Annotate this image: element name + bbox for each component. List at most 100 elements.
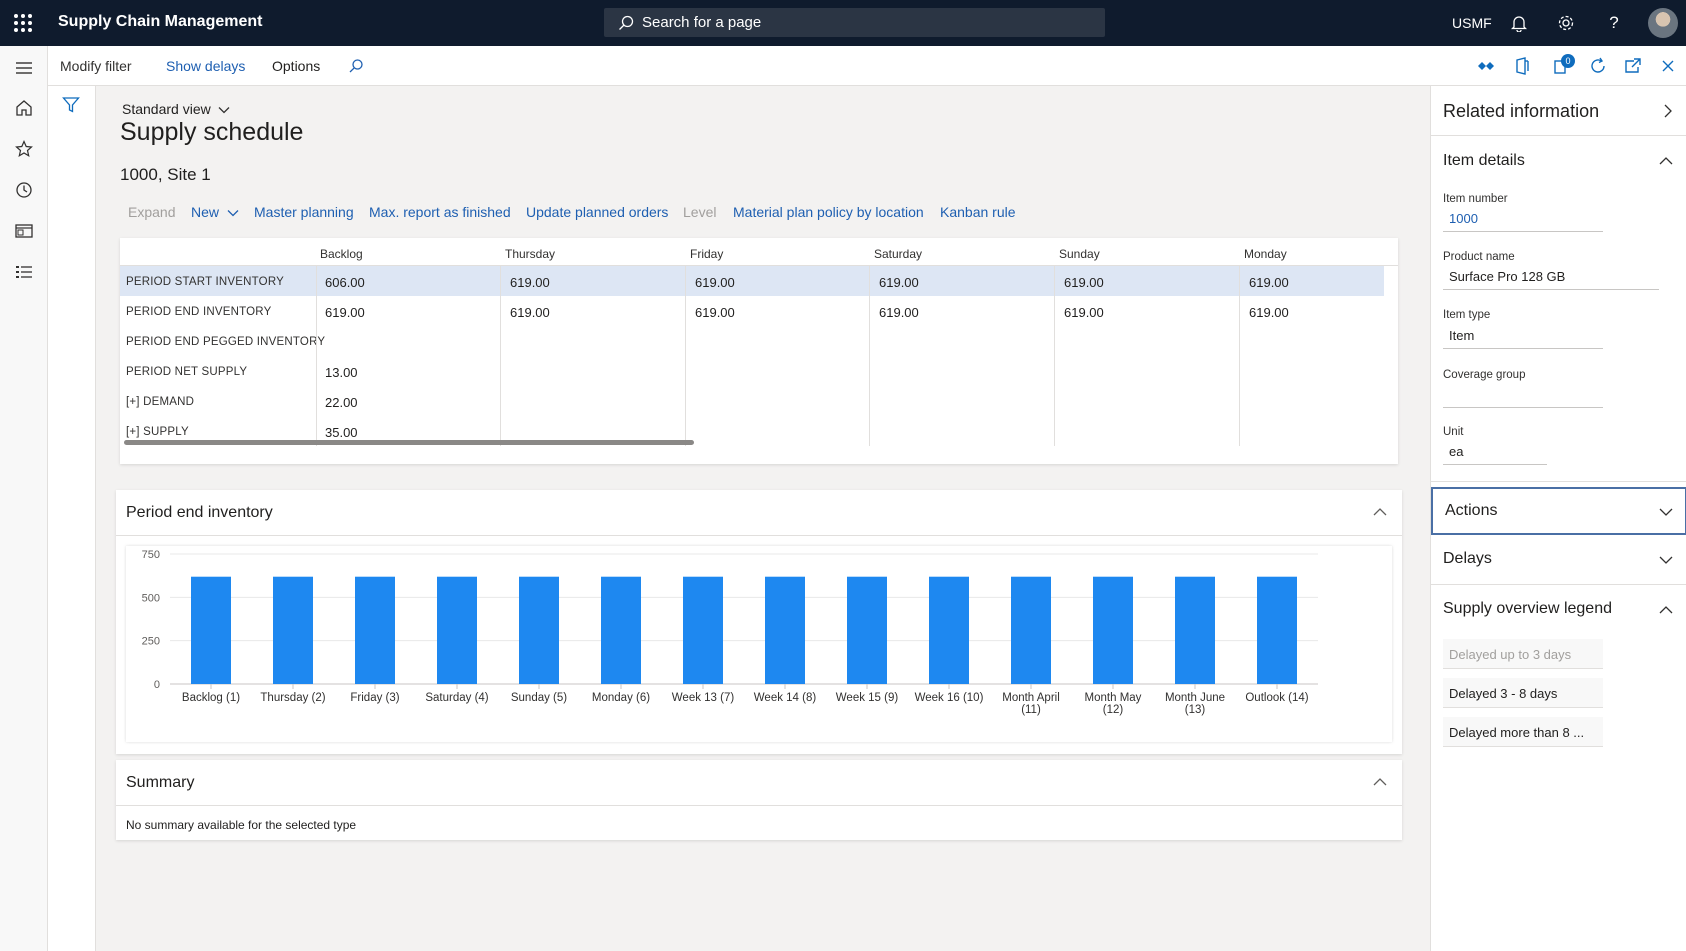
- column-header-friday[interactable]: Friday: [690, 247, 724, 261]
- chevron-up-icon[interactable]: [1659, 156, 1673, 166]
- bar: [191, 576, 231, 684]
- item-number-label: Item number: [1443, 193, 1508, 205]
- table-cell[interactable]: 619.00: [1064, 275, 1104, 290]
- update-planned-orders-button[interactable]: Update planned orders: [526, 204, 669, 220]
- item-number-link[interactable]: 1000: [1443, 206, 1603, 232]
- chevron-right-icon[interactable]: [1663, 104, 1673, 118]
- app-name[interactable]: Supply Chain Management: [58, 13, 263, 30]
- top-navigation-bar: Supply Chain Management Search for a pag…: [0, 0, 1686, 46]
- show-delays-button[interactable]: Show delays: [166, 58, 246, 74]
- close-icon[interactable]: [1658, 56, 1678, 76]
- x-tick-label: Friday (3): [350, 692, 399, 704]
- power-apps-icon[interactable]: [1476, 56, 1496, 76]
- main-content: Standard view Supply schedule 1000, Site…: [96, 86, 1430, 951]
- company-selector[interactable]: USMF: [1452, 15, 1492, 31]
- material-plan-policy-button[interactable]: Material plan policy by location: [733, 204, 924, 220]
- filter-pane-toggle: [48, 86, 96, 951]
- table-cell[interactable]: 619.00: [510, 275, 550, 290]
- panel-header[interactable]: Period end inventory: [116, 490, 1402, 536]
- open-in-new-window-icon[interactable]: [1623, 56, 1643, 76]
- column-divider: [500, 266, 501, 446]
- table-cell[interactable]: 13.00: [325, 365, 358, 380]
- table-cell[interactable]: 619.00: [510, 305, 550, 320]
- table-row[interactable]: PERIOD END INVENTORY 619.00 619.00 619.00 61…: [120, 296, 1384, 326]
- legend-title[interactable]: Supply overview legend: [1443, 600, 1612, 617]
- x-tick-label: Thursday (2): [260, 692, 325, 704]
- new-menu-label: New: [191, 204, 220, 220]
- actions-section[interactable]: Actions: [1431, 487, 1686, 535]
- table-cell[interactable]: 619.00: [1249, 305, 1289, 320]
- table-row[interactable]: PERIOD NET SUPPLY 13.00: [120, 356, 1384, 386]
- user-avatar[interactable]: [1648, 8, 1678, 38]
- search-box[interactable]: Search for a page: [604, 8, 1105, 37]
- item-details-title[interactable]: Item details: [1443, 152, 1525, 169]
- table-row[interactable]: [+] SUPPLY 35.00: [120, 416, 1384, 446]
- table-row[interactable]: PERIOD END PEGGED INVENTORY: [120, 326, 1384, 356]
- view-name: Standard view: [122, 101, 211, 117]
- delays-section[interactable]: Delays: [1431, 535, 1686, 585]
- table-cell[interactable]: 619.00: [695, 305, 735, 320]
- new-menu-button[interactable]: New: [191, 204, 239, 220]
- chevron-up-icon[interactable]: [1372, 504, 1388, 520]
- home-icon[interactable]: [12, 96, 36, 120]
- column-header-backlog[interactable]: Backlog: [320, 247, 363, 261]
- panel-header[interactable]: Summary: [116, 760, 1402, 806]
- x-tick-label: Week 14 (8): [754, 692, 817, 704]
- table-cell[interactable]: 619.00: [879, 305, 919, 320]
- gear-icon[interactable]: [1555, 12, 1577, 34]
- bell-icon[interactable]: [1508, 12, 1530, 34]
- favorites-star-icon[interactable]: [12, 137, 36, 161]
- office-icon[interactable]: [1512, 56, 1532, 76]
- modules-list-icon[interactable]: [12, 260, 36, 284]
- grid-header-row: Backlog Thursday Friday Saturday Sunday …: [120, 238, 1398, 266]
- divider: [1431, 135, 1686, 136]
- chevron-down-icon[interactable]: [1659, 555, 1673, 565]
- expand-button[interactable]: Expand: [128, 204, 176, 220]
- table-cell[interactable]: 619.00: [879, 275, 919, 290]
- bar: [1011, 576, 1051, 684]
- horizontal-scrollbar[interactable]: [124, 440, 694, 445]
- master-planning-button[interactable]: Master planning: [254, 204, 354, 220]
- table-row[interactable]: [+] DEMAND 22.00: [120, 386, 1384, 416]
- filter-icon[interactable]: [62, 96, 80, 119]
- row-label: [+] DEMAND: [126, 396, 195, 408]
- table-cell[interactable]: 619.00: [695, 275, 735, 290]
- help-icon[interactable]: ?: [1609, 13, 1619, 32]
- period-end-inventory-chart: 0 250 500 750 Backlog (1) Thursday (2) Friday …: [126, 546, 1392, 742]
- recent-clock-icon[interactable]: [12, 178, 36, 202]
- column-header-saturday[interactable]: Saturday: [874, 247, 923, 261]
- options-tab[interactable]: Options: [272, 58, 321, 74]
- chevron-down-icon: [218, 107, 230, 114]
- kanban-rule-button[interactable]: Kanban rule: [940, 204, 1016, 220]
- search-placeholder: Search for a page: [642, 14, 762, 31]
- bar: [765, 576, 805, 684]
- delays-title: Delays: [1443, 550, 1492, 567]
- row-label: PERIOD END INVENTORY: [126, 306, 272, 318]
- chevron-down-icon[interactable]: [1659, 507, 1673, 517]
- chevron-up-icon[interactable]: [1659, 605, 1673, 615]
- column-header-thursday[interactable]: Thursday: [505, 247, 556, 261]
- max-report-as-finished-button[interactable]: Max. report as finished: [369, 204, 511, 220]
- refresh-icon[interactable]: [1588, 56, 1608, 76]
- table-cell[interactable]: 35.00: [325, 425, 358, 440]
- table-cell[interactable]: 619.00: [1064, 305, 1104, 320]
- column-header-sunday[interactable]: Sunday: [1059, 247, 1100, 261]
- table-cell[interactable]: 619.00: [325, 305, 365, 320]
- hamburger-menu-icon[interactable]: [12, 56, 36, 80]
- view-selector[interactable]: Standard view: [122, 101, 230, 117]
- column-divider: [1239, 266, 1240, 446]
- table-row[interactable]: PERIOD START INVENTORY 606.00 619.00 619.00…: [120, 266, 1384, 296]
- modify-filter-button[interactable]: Modify filter: [60, 58, 132, 74]
- x-tick-label: Monday (6): [592, 692, 650, 704]
- app-launcher-icon[interactable]: [14, 14, 32, 32]
- table-cell[interactable]: 606.00: [325, 275, 365, 290]
- column-header-monday[interactable]: Monday: [1244, 247, 1287, 261]
- x-tick-label: Week 13 (7): [672, 692, 735, 704]
- chevron-up-icon[interactable]: [1372, 774, 1388, 790]
- table-cell[interactable]: 619.00: [1249, 275, 1289, 290]
- find-action-search-icon[interactable]: [346, 56, 366, 76]
- table-cell[interactable]: 22.00: [325, 395, 358, 410]
- level-button[interactable]: Level: [683, 204, 717, 220]
- x-tick-label: Month April: [1002, 692, 1060, 704]
- workspaces-icon[interactable]: [12, 219, 36, 243]
